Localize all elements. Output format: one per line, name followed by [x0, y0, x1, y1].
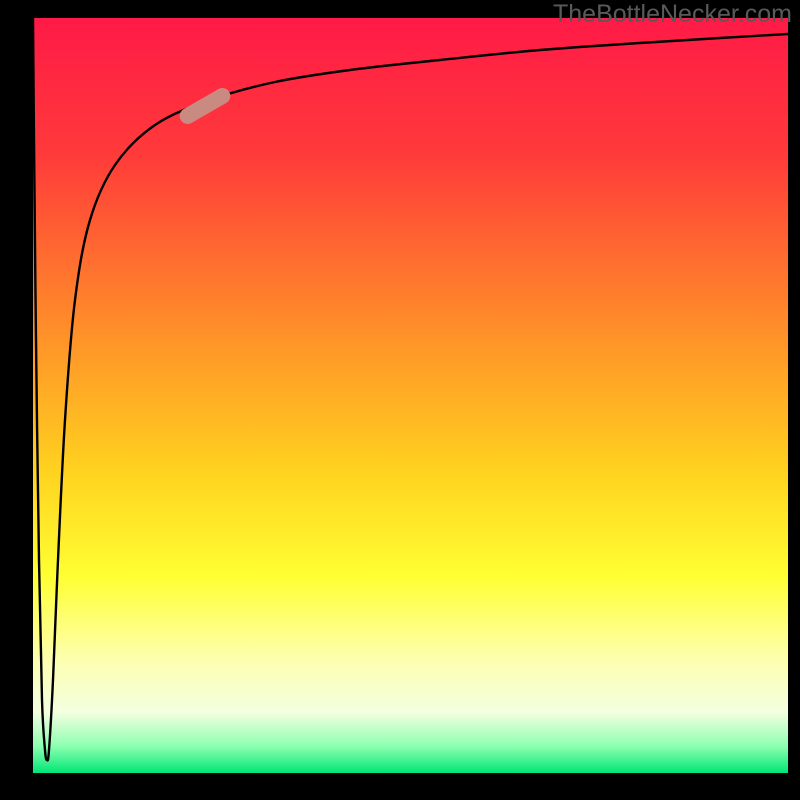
chart-frame: TheBottleNecker.com — [0, 0, 800, 800]
highlight-marker — [0, 0, 800, 800]
watermark-text: TheBottleNecker.com — [553, 0, 792, 29]
